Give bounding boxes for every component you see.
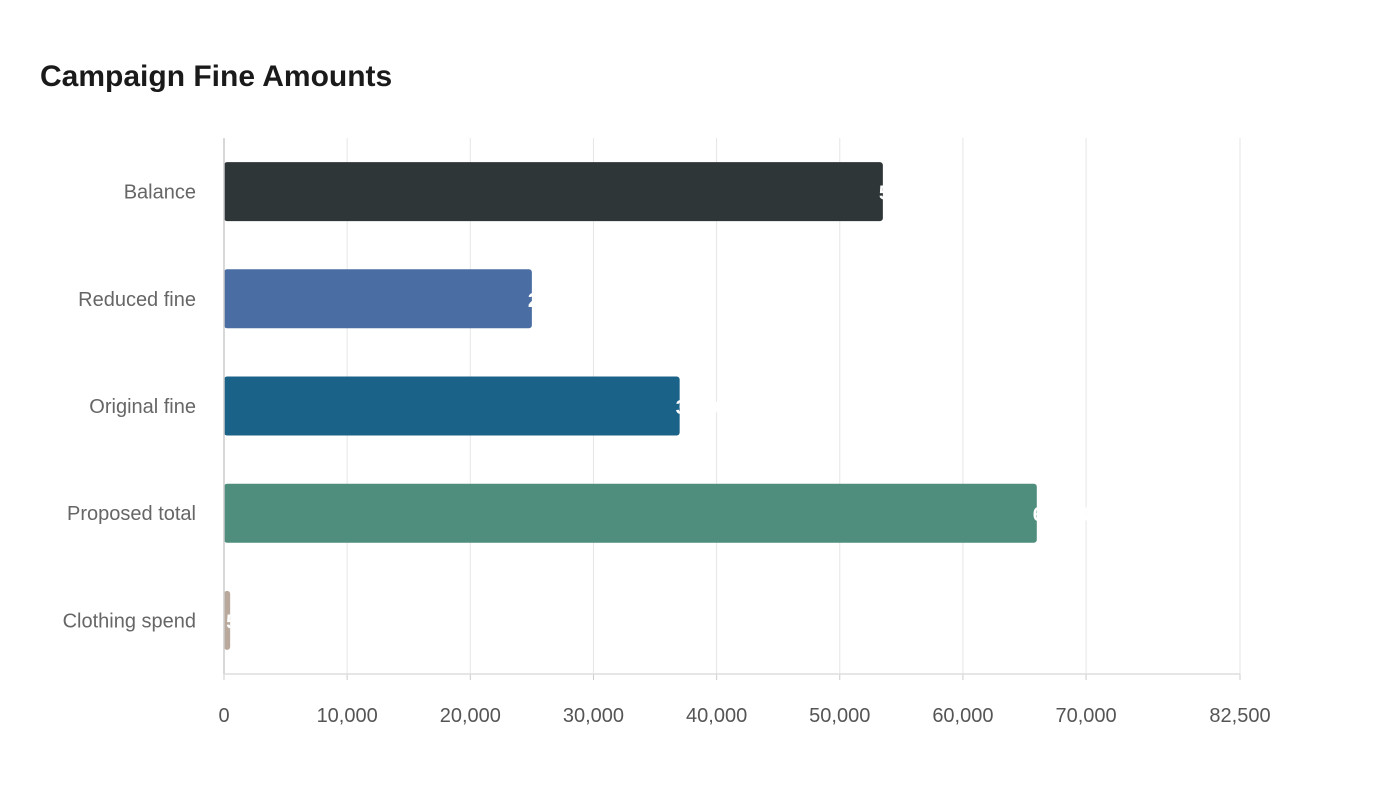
x-tick-label: 10,000 bbox=[317, 705, 378, 727]
category-label: Reduced fine bbox=[78, 289, 196, 311]
axis-layer: 0 10,000 20,000 30,000 40,000 50,000 60,000 70,… bbox=[218, 138, 1271, 727]
data-label: 25,000 bbox=[528, 290, 589, 312]
bar-proposed-total bbox=[224, 483, 1037, 543]
x-tick-label: 40,000 bbox=[686, 705, 747, 727]
data-label: 37,000 bbox=[676, 397, 737, 419]
category-label: Balance bbox=[124, 182, 196, 204]
x-tick-label: 50,000 bbox=[809, 705, 870, 727]
bar-balance bbox=[224, 162, 883, 222]
data-label: 53,500 bbox=[879, 183, 940, 205]
chart-title: Campaign Fine Amounts bbox=[40, 60, 393, 93]
data-label: 66,000 bbox=[1033, 504, 1094, 526]
x-tick-label: 20,000 bbox=[440, 705, 501, 727]
bar-clothing-spend bbox=[224, 590, 231, 650]
data-label: 500 bbox=[226, 611, 259, 633]
bars-layer bbox=[224, 162, 1037, 650]
bar-original-fine bbox=[224, 376, 680, 436]
category-label: Proposed total bbox=[67, 503, 196, 525]
bar-reduced-fine bbox=[224, 269, 532, 329]
x-tick-label: 60,000 bbox=[932, 705, 993, 727]
x-tick-label: 70,000 bbox=[1055, 705, 1116, 727]
category-label: Clothing spend bbox=[63, 610, 196, 632]
labels-layer: Balance 53,500 Reduced fine 25,000 Original … bbox=[63, 182, 1094, 634]
x-tick-label: 0 bbox=[218, 705, 229, 727]
x-tick-label: 30,000 bbox=[563, 705, 624, 727]
x-tick-label: 82,500 bbox=[1209, 705, 1270, 727]
category-label: Original fine bbox=[89, 396, 196, 418]
